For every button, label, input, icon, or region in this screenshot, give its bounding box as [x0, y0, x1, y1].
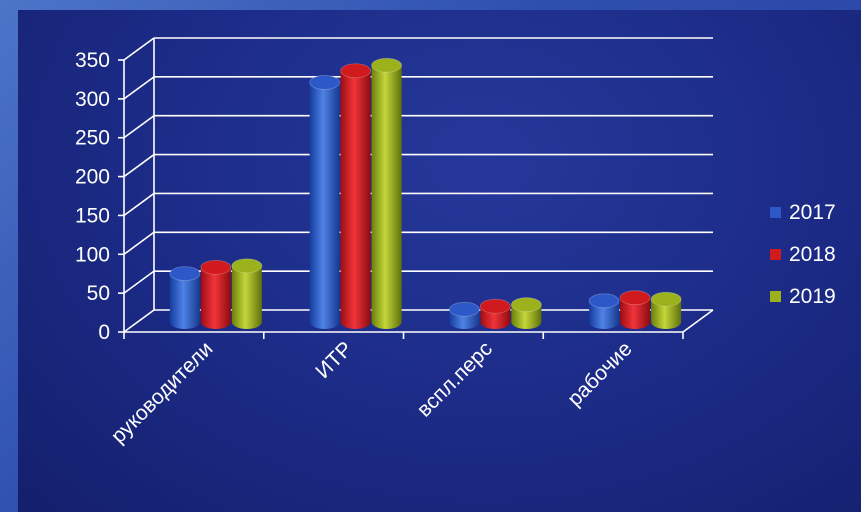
legend-label: 2018 [789, 243, 836, 266]
y-tick-label: 200 [75, 166, 110, 189]
bar-body [651, 299, 682, 330]
grid-diagonal [123, 231, 155, 255]
y-tick-label: 250 [75, 127, 110, 150]
grid-diagonal [123, 76, 155, 100]
bar-body [620, 297, 651, 330]
bar-top [650, 291, 682, 307]
bar [510, 297, 542, 330]
grid-diagonal [123, 309, 155, 333]
bar-body [309, 82, 340, 330]
bar-body [169, 273, 200, 330]
legend-label: 2019 [789, 285, 836, 308]
bar [200, 259, 232, 330]
bar [588, 293, 620, 330]
bar-top [169, 266, 201, 281]
x-tick-label: руководители [107, 337, 218, 448]
grid-diagonal [123, 37, 155, 61]
floor-right-edge [682, 309, 714, 333]
bar-top [231, 258, 263, 274]
bar-body [589, 300, 620, 330]
bar-top [340, 63, 372, 79]
bar [231, 258, 263, 330]
legend: 2017 2018 2019 [770, 201, 836, 308]
bar [479, 298, 511, 330]
grid-diagonal [123, 270, 155, 294]
y-tick-label: 0 [98, 321, 110, 344]
bar-top [479, 298, 511, 314]
bar-body [511, 304, 542, 330]
grid-diagonal [123, 115, 155, 139]
bar-body [340, 70, 371, 330]
bar-top [371, 57, 403, 73]
y-tick-label: 350 [75, 49, 110, 72]
y-tick-label: 100 [75, 243, 110, 266]
bar-top [309, 75, 341, 90]
bar [309, 75, 341, 330]
x-tick-label: вспл.перс [413, 337, 497, 421]
legend-swatch [770, 207, 781, 218]
grid-diagonal [123, 192, 155, 217]
y-tick-label: 50 [87, 282, 110, 305]
bar [448, 301, 480, 330]
bar-body [231, 265, 262, 330]
bar [619, 290, 651, 330]
bar-top [619, 290, 651, 306]
bar-top [448, 301, 480, 317]
legend-label: 2017 [789, 201, 836, 224]
chart-panel [18, 10, 861, 512]
bar [340, 63, 372, 330]
legend-swatch [770, 249, 781, 260]
legend-swatch [770, 291, 781, 302]
axis-layer [118, 38, 714, 339]
grid-diagonal [123, 153, 155, 178]
bar [650, 291, 682, 330]
grid-layer [123, 37, 713, 333]
bar-top [588, 293, 620, 309]
bar-top [200, 259, 232, 275]
bar [371, 57, 403, 330]
bar-body [200, 267, 231, 330]
bar [169, 266, 201, 330]
x-tick-label: ИТР [311, 337, 357, 383]
bars-layer [169, 57, 682, 330]
y-tick-label: 150 [75, 204, 110, 227]
bar-top [510, 297, 542, 313]
x-tick-label: рабочие [563, 337, 637, 411]
bar-body [371, 65, 402, 330]
y-tick-label: 300 [75, 88, 110, 111]
